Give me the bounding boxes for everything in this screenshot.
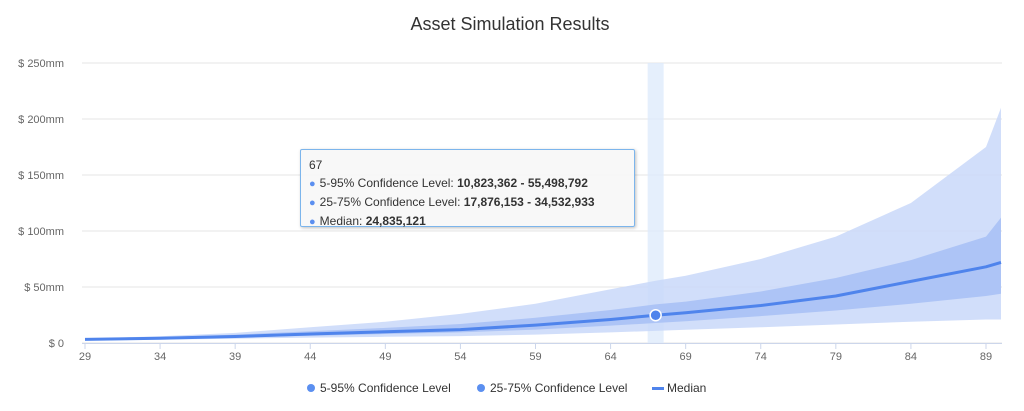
tooltip-label: 5-95% Confidence Level:: [319, 176, 454, 190]
x-tick-label: 79: [830, 351, 842, 363]
x-tick-label: 54: [454, 351, 466, 363]
x-tick-label: 44: [304, 351, 316, 363]
x-tick-label: 69: [680, 351, 692, 363]
legend-dot-icon: [477, 384, 485, 392]
y-tick-label: $ 200mm: [18, 114, 64, 126]
tooltip-value-high: 55,498,792: [527, 176, 588, 190]
tooltip-value-sep: -: [523, 195, 535, 209]
y-tick-label: $ 250mm: [18, 58, 64, 70]
chart-title: Asset Simulation Results: [410, 14, 609, 34]
tooltip-value: 24,835,121: [365, 214, 426, 228]
line-layer: [84, 260, 1002, 341]
x-tick-label: 84: [905, 351, 917, 363]
x-tick-label: 29: [79, 351, 91, 363]
legend-dot-icon: [307, 384, 315, 392]
x-tick-label: 59: [529, 351, 541, 363]
hover-highlight-band: [647, 63, 664, 343]
x-tick-label: 34: [154, 351, 166, 363]
legend: 5-95% Confidence Level 25-75% Confidence …: [307, 381, 706, 395]
x-tick-label: 39: [229, 351, 241, 363]
x-tick-label: 89: [980, 351, 992, 363]
y-tick-label: $ 150mm: [18, 170, 64, 182]
y-tick-label: $ 0: [49, 338, 64, 350]
legend-item: 25-75% Confidence Level: [477, 381, 627, 395]
tooltip-value-high: 34,532,933: [534, 195, 595, 209]
median-line: [84, 260, 1002, 341]
x-tick-label: 64: [604, 351, 616, 363]
legend-label: Median: [667, 381, 706, 395]
legend-item: Median: [652, 381, 706, 395]
tooltip-header: 67: [309, 158, 323, 172]
tooltip-row-25-75: ● 25-75% Confidence Level: 17,876,153 - 3…: [309, 193, 626, 212]
tooltip-row-median: ● Median: 24,835,121: [309, 212, 626, 231]
tooltip-value-low: 10,823,362: [457, 176, 518, 190]
tooltip-dot-icon: ●: [309, 216, 316, 228]
tooltip-label: 25-75% Confidence Level:: [319, 195, 461, 209]
tooltip-row-5-95: ● 5-95% Confidence Level: 10,823,362 - 55…: [309, 174, 626, 193]
x-tick-label: 49: [379, 351, 391, 363]
y-tick-label: $ 100mm: [18, 226, 64, 238]
tooltip-value-low: 17,876,153: [463, 195, 524, 209]
legend-label: 25-75% Confidence Level: [490, 381, 627, 395]
legend-label: 5-95% Confidence Level: [320, 381, 451, 395]
y-tick-label: $ 50mm: [24, 282, 64, 294]
tooltip-dot-icon: ●: [309, 178, 316, 190]
tooltip-dot-icon: ●: [309, 197, 316, 209]
legend-item: 5-95% Confidence Level: [307, 381, 451, 395]
band-5-95: [85, 107, 1001, 341]
tooltip-label: Median:: [319, 214, 363, 228]
axis-layer: $ 0 $ 50mm $ 100mm $ 150mm $ 200mm $ 250mm 29 3…: [18, 58, 1002, 363]
tooltip-value-sep: -: [517, 176, 528, 190]
band-25-75: [85, 217, 1001, 340]
legend-line-icon: [652, 387, 664, 390]
band-layer: [85, 107, 1001, 341]
tooltip: 67 ● 5-95% Confidence Level: 10,823,362 -…: [300, 149, 635, 228]
median-hover-point: [649, 308, 662, 322]
x-tick-label: 74: [755, 351, 767, 363]
